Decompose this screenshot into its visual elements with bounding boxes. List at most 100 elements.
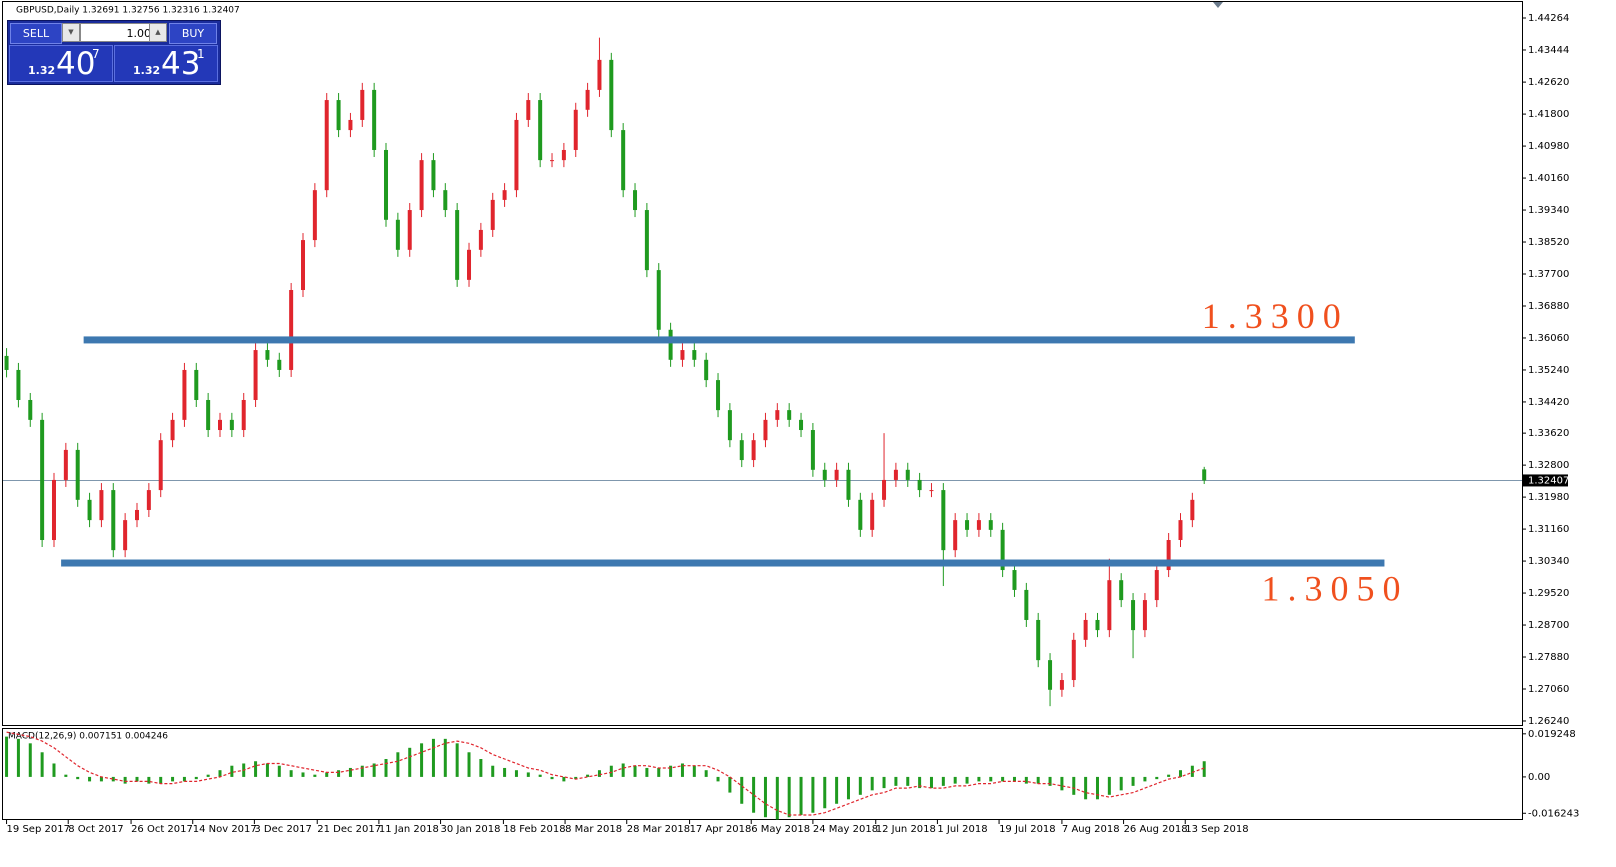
y-tick-label: 1.43444 [1528,45,1569,56]
macd-bar [52,763,56,777]
buy-button[interactable]: BUY [169,23,217,44]
candle-body [739,440,744,461]
macd-bar [562,776,566,782]
macd-bar [28,743,32,777]
x-tick-label: 17 Apr 2018 [690,824,752,835]
candle-body [976,520,981,530]
macd-header: MACD(12,26,9) 0.007151 0.004246 [8,732,168,742]
candle-body [443,190,448,211]
macd-bar [171,776,175,782]
candle-body [988,520,993,530]
macd-bar [680,763,684,777]
macd-bar [337,770,341,777]
macd-bar [5,736,9,777]
macd-bar [147,776,151,784]
macd-bar [870,776,874,791]
macd-bar [1024,776,1028,784]
candle-body [751,440,756,461]
x-tick-label: 26 Aug 2018 [1124,824,1188,835]
macd-bar [657,767,661,777]
lot-increase[interactable]: ▲ [149,23,167,42]
macd-bar [538,774,542,777]
candle-body [1024,589,1029,620]
current-price-label: 1.32407 [1528,475,1569,486]
macd-bar [384,759,388,777]
y-tick-label: 1.33620 [1528,428,1569,439]
macd-bar [111,776,115,782]
macd-bar [1048,776,1052,786]
candle-body [822,469,827,480]
y-tick-label: 1.36880 [1528,301,1569,312]
sell-price[interactable]: 1.32 40 7 [9,45,113,82]
current-price-box [1522,474,1568,487]
candle-body [550,160,555,162]
macd-bar [99,776,103,782]
macd-bar [1131,776,1135,786]
candle-body [1048,660,1053,690]
macd-bar [645,767,649,777]
macd-bar [289,770,293,777]
support-resistance-line [83,336,1355,344]
macd-bar [728,776,732,793]
y-tick-label: 1.42620 [1528,77,1569,88]
candle-body [905,469,910,480]
y-tick-label: 1.44264 [1528,13,1569,24]
macd-bar [1119,776,1123,791]
macd-bar [894,776,898,786]
candle-body [1178,520,1183,541]
candle-body [407,210,412,250]
y-tick-label: 1.37700 [1528,269,1569,280]
macd-bar [348,767,352,777]
candle-body [146,490,151,510]
chart-shift-marker [1213,2,1223,8]
candle-body [455,210,460,280]
macd-bar [1012,776,1016,782]
candle-body [75,449,80,500]
candle-body [218,419,222,431]
buy-price[interactable]: 1.32 43 1 [114,45,218,82]
candle-body [336,100,341,131]
candle-body [395,219,400,250]
candle-body [597,59,602,90]
macd-frame [2,728,1523,820]
y-tick-label: 1.32800 [1528,460,1569,471]
candle-body [1190,499,1195,521]
x-tick-label: 28 Mar 2018 [627,824,690,835]
macd-bar [1072,776,1076,795]
y-tick-label: 0.00 [1528,772,1550,783]
candle-body [965,520,970,530]
x-tick-label: 7 Aug 2018 [1062,824,1120,835]
macd-bar [609,765,613,777]
candle-body [1036,619,1041,661]
price-pips: 40 [56,46,96,82]
candle-body [763,419,768,441]
candle-body [502,190,507,200]
macd-bar [953,776,957,784]
sell-button[interactable]: SELL [10,23,62,44]
macd-bar [740,776,744,804]
macd-bar [1107,776,1111,795]
macd-bar [574,776,578,780]
candle-body [1083,619,1088,640]
level-annotation: 1.3300 [1202,296,1349,336]
macd-bar [586,774,590,777]
candle-body [4,355,9,370]
price-pips: 43 [161,46,201,82]
candle-body [561,149,566,161]
macd-bar [763,776,767,818]
lot-decrease[interactable]: ▼ [62,23,80,42]
candle-body [324,100,329,191]
x-tick-label: 14 Nov 2017 [193,824,257,835]
y-tick-label: 1.31160 [1528,524,1569,535]
candle-body [882,479,887,500]
candle-body [1202,469,1207,481]
candle-body [1000,529,1005,571]
lot-input[interactable]: 1.00 [80,23,156,42]
macd-bar [230,765,234,777]
macd-bar [1084,776,1088,800]
macd-bar [431,738,435,777]
candle-body [467,249,472,280]
candle-body [348,119,353,131]
candle-body [265,350,270,360]
macd-bar [123,776,127,784]
